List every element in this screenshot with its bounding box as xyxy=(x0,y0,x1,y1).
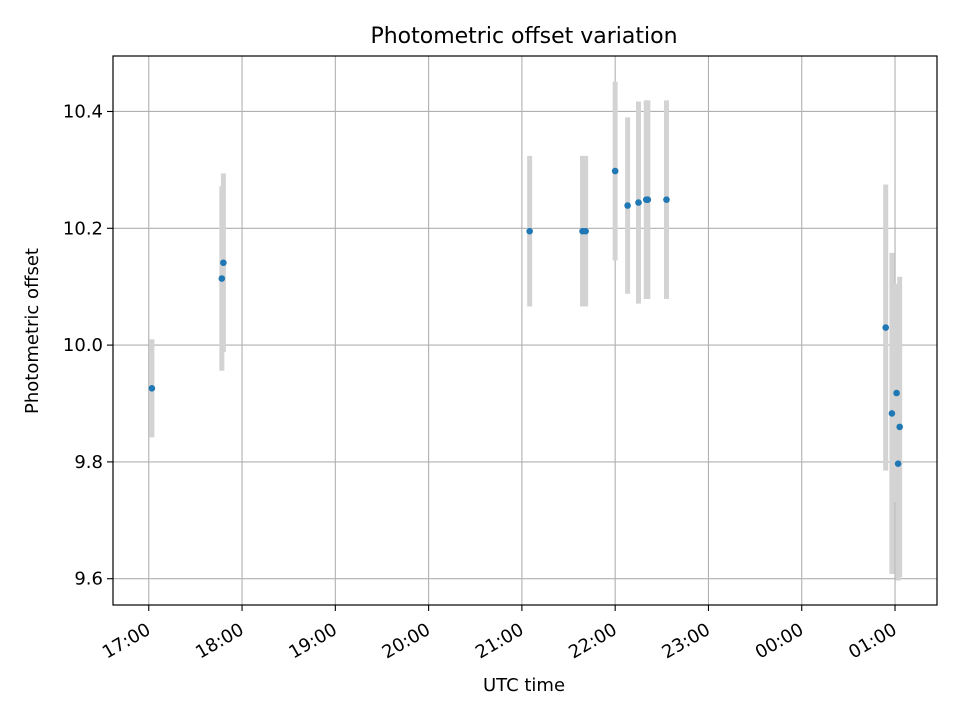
x-axis-title: UTC time xyxy=(483,675,565,696)
data-point xyxy=(663,196,670,203)
data-point xyxy=(220,259,227,267)
data-point xyxy=(624,202,631,209)
y-tick-label: 9.6 xyxy=(74,569,103,590)
data-point xyxy=(526,227,533,235)
y-axis: 9.6 9.8 10.0 10.2 10.4 xyxy=(63,101,113,590)
data-point xyxy=(148,385,156,392)
y-tick-label: 10.0 xyxy=(63,335,103,356)
plot-frame xyxy=(112,55,938,606)
y-axis-title: Photometric offset xyxy=(22,248,43,414)
data-point xyxy=(635,199,642,206)
y-tick-label: 10.4 xyxy=(63,101,103,122)
data-point xyxy=(611,167,619,175)
data-point xyxy=(582,227,589,235)
data-point xyxy=(644,196,652,203)
chart-title: Photometric offset variation xyxy=(370,24,677,49)
data-point xyxy=(896,423,903,431)
data-point xyxy=(893,389,900,397)
data-point xyxy=(218,275,226,282)
data-point xyxy=(882,324,889,331)
data-point xyxy=(894,460,902,467)
y-tick-label: 9.8 xyxy=(74,452,103,473)
data-point xyxy=(888,410,896,417)
data-points xyxy=(148,167,903,467)
y-tick-label: 10.2 xyxy=(63,218,103,239)
